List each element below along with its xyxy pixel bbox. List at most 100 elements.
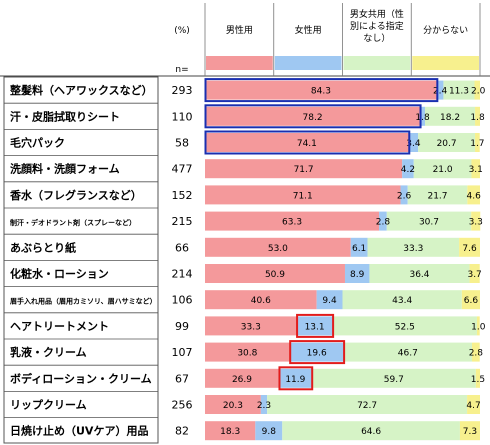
data-label: 78.2 <box>303 113 323 123</box>
bar-segment <box>205 316 297 336</box>
category-label: 化粧水・ローション <box>10 267 109 281</box>
data-label: 30.8 <box>237 349 257 359</box>
category-label: 乳液・クリーム <box>10 345 87 359</box>
data-label: 9.8 <box>262 427 277 437</box>
bar-segment <box>413 159 472 179</box>
sample-size: 58 <box>175 137 189 150</box>
data-label: 2.3 <box>257 401 271 411</box>
bar-segment <box>400 185 408 205</box>
bar-segment <box>379 211 387 231</box>
data-label: 2.6 <box>397 191 412 201</box>
data-label: 71.7 <box>294 165 314 175</box>
data-label: 6.1 <box>352 244 366 254</box>
data-label: 13.1 <box>305 322 325 332</box>
category-label: 洗顔料・洗顔フォーム <box>10 162 120 176</box>
bar-segment <box>461 290 480 310</box>
category-label: 整髪料（ヘアワックスなど） <box>9 83 153 97</box>
data-label: 64.6 <box>361 427 381 437</box>
data-label: 3.4 <box>406 139 421 149</box>
data-label: 26.9 <box>232 375 252 385</box>
data-label: 40.6 <box>251 296 271 306</box>
category-label: 香水（フレグランスなど） <box>9 188 142 202</box>
data-label: 3.7 <box>467 270 481 280</box>
bar-segment <box>205 421 256 441</box>
sample-size: 256 <box>172 399 193 412</box>
highlight-box <box>204 130 411 155</box>
sample-size: 214 <box>172 268 193 281</box>
data-label: 1.0 <box>471 322 486 332</box>
sample-size: 67 <box>175 372 189 385</box>
bar-segment <box>343 342 473 362</box>
highlight-box <box>278 366 314 391</box>
sample-size: 293 <box>172 84 193 97</box>
sample-size: 66 <box>175 241 189 254</box>
sample-size: 107 <box>172 346 193 359</box>
legend-swatch <box>206 56 273 70</box>
bar-segment <box>205 264 345 283</box>
data-label: 43.4 <box>392 296 412 306</box>
bar-segment <box>342 290 462 310</box>
legend-label: 分からない <box>423 25 468 36</box>
sample-size: 82 <box>175 425 189 438</box>
bar-segment <box>425 106 476 126</box>
data-label: 2.8 <box>469 349 484 359</box>
bar-segment <box>467 395 480 414</box>
data-label: 18.2 <box>440 113 460 123</box>
data-label: 1.5 <box>471 375 485 385</box>
bar-segment <box>402 159 414 179</box>
data-label: 19.6 <box>307 349 327 359</box>
data-label: 84.3 <box>311 87 331 97</box>
bar-segment <box>205 237 351 257</box>
bar-segment <box>369 264 470 283</box>
bar-segment <box>436 80 444 100</box>
legend-label: 別による指定 <box>350 20 404 32</box>
category-label: 眉手入れ用品（眉用カミソリ、眉ハサミなど） <box>10 297 157 306</box>
bar-segment <box>267 395 468 414</box>
bar-segment <box>316 290 343 310</box>
bar-segment <box>471 211 481 231</box>
data-label: 2.0 <box>471 87 486 97</box>
bar-segment <box>350 237 368 257</box>
data-label: 20.7 <box>437 139 457 149</box>
bar-segment <box>205 290 317 310</box>
bar-segment <box>205 80 437 100</box>
data-label: 11.9 <box>285 375 305 385</box>
data-label: 71.1 <box>293 191 313 201</box>
bar-segment <box>311 368 476 388</box>
data-label: 1.8 <box>415 113 430 123</box>
bar-segment <box>260 395 268 414</box>
highlight-box <box>204 78 439 103</box>
data-label: 3.1 <box>469 165 483 175</box>
legend-label: 男性用 <box>226 24 253 36</box>
legend-label: 女性用 <box>295 24 322 36</box>
bar-segment <box>332 316 477 336</box>
data-label: 18.3 <box>220 427 240 437</box>
category-label: ヘアトリートメント <box>10 320 109 333</box>
bar-segment <box>459 237 480 257</box>
sample-size: 106 <box>172 294 193 307</box>
data-label: 53.0 <box>268 244 288 254</box>
bar-segment <box>386 211 472 231</box>
data-label: 8.9 <box>350 270 365 280</box>
bar-segment <box>475 368 480 388</box>
data-label: 72.7 <box>357 401 377 411</box>
category-label: あぶらとり紙 <box>10 240 76 254</box>
bar-segment <box>255 421 283 441</box>
category-label: ボディローション・クリーム <box>10 371 152 385</box>
category-label: リップクリーム <box>10 398 87 412</box>
bar-segment <box>408 133 419 152</box>
data-label: 36.4 <box>409 270 429 280</box>
highlight-box <box>204 104 422 129</box>
bar-segment <box>205 159 403 179</box>
sample-size: 477 <box>172 163 193 176</box>
bar-segment <box>471 159 480 179</box>
bar-segment <box>472 342 480 362</box>
bar-segment <box>467 185 480 205</box>
bar-segment <box>443 80 475 100</box>
bar-segment <box>282 421 460 441</box>
bar-segment <box>296 316 333 336</box>
data-label: 9.4 <box>322 296 337 306</box>
data-label: 50.9 <box>265 270 285 280</box>
bar-segment <box>278 368 312 388</box>
